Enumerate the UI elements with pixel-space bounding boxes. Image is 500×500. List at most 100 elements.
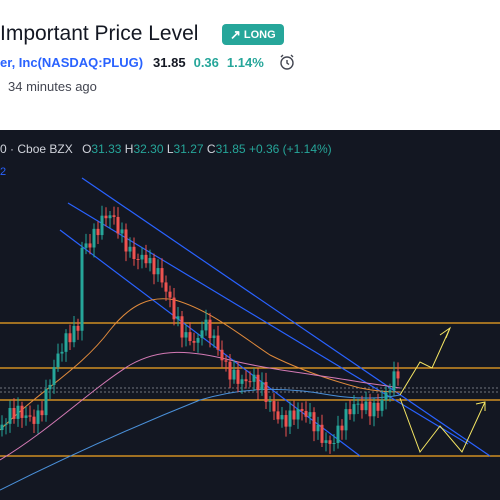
moving-average-pink bbox=[0, 351, 401, 461]
candlestick bbox=[200, 330, 204, 338]
badge-label: LONG bbox=[243, 28, 276, 41]
candlestick bbox=[68, 333, 72, 343]
candlestick bbox=[112, 215, 116, 217]
trend-channel-line bbox=[67, 202, 469, 445]
ohlc-legend: 0 · Cboe BZX O31.33 H32.30 L31.27 C31.85… bbox=[0, 142, 332, 156]
candlestick bbox=[104, 215, 108, 219]
candlestick bbox=[336, 425, 340, 443]
candlestick bbox=[228, 361, 232, 380]
price-change-percent: 1.14% bbox=[226, 54, 264, 70]
candlestick bbox=[164, 282, 168, 292]
candlestick bbox=[380, 399, 384, 411]
alarm-clock-icon[interactable] bbox=[278, 53, 296, 71]
candlestick bbox=[88, 243, 92, 248]
candlestick bbox=[132, 246, 136, 260]
candlestick bbox=[220, 349, 224, 361]
candlestick bbox=[168, 291, 172, 298]
candlestick bbox=[92, 228, 96, 248]
candlestick bbox=[268, 401, 272, 403]
ticker-open-paren: ( bbox=[37, 54, 42, 70]
candlestick bbox=[368, 401, 372, 417]
candlestick bbox=[332, 442, 336, 444]
candlestick bbox=[396, 371, 400, 379]
forecast-arrow-range bbox=[475, 401, 486, 411]
candlestick bbox=[272, 401, 276, 412]
candlestick bbox=[232, 369, 236, 380]
candlestick bbox=[144, 254, 148, 264]
candlestick bbox=[316, 424, 320, 432]
candlestick bbox=[288, 410, 292, 427]
candlestick bbox=[312, 412, 316, 432]
candlestick bbox=[240, 379, 244, 384]
price-chart[interactable]: 0 · Cboe BZX O31.33 H32.30 L31.27 C31.85… bbox=[0, 130, 500, 500]
candlestick bbox=[304, 410, 308, 417]
moving-average-blue bbox=[0, 388, 401, 491]
candlestick bbox=[152, 257, 156, 275]
chart-canvas bbox=[0, 177, 500, 491]
candlestick bbox=[192, 341, 196, 343]
candlestick bbox=[244, 379, 248, 382]
candlestick bbox=[188, 332, 192, 342]
candlestick bbox=[264, 382, 268, 402]
candlestick bbox=[292, 410, 296, 420]
legend-close: 31.85 bbox=[215, 142, 246, 156]
candlestick bbox=[352, 404, 356, 415]
candlestick bbox=[348, 409, 352, 415]
candlestick bbox=[52, 367, 56, 385]
candlestick bbox=[128, 246, 132, 252]
candlestick bbox=[216, 335, 220, 350]
long-badge[interactable]: ↗ LONG bbox=[222, 24, 284, 45]
candlestick bbox=[372, 402, 376, 417]
candlestick bbox=[32, 416, 36, 424]
symbol-row: er, Inc ( NASDAQ:PLUG ) 31.85 0.36 1.14% bbox=[0, 53, 296, 71]
candlestick bbox=[376, 402, 380, 411]
candlestick bbox=[360, 403, 364, 411]
candlestick bbox=[208, 319, 212, 339]
legend-open-label: O bbox=[82, 142, 92, 156]
candlestick bbox=[340, 425, 344, 431]
legend-symbol-tail: 0 bbox=[0, 142, 7, 156]
indicator-legend: 2 bbox=[0, 166, 7, 178]
idea-header: Important Price Level ↗ LONG er, Inc ( N… bbox=[0, 0, 500, 130]
candlestick bbox=[24, 415, 28, 418]
candlestick bbox=[204, 319, 208, 331]
legend-low: 31.27 bbox=[173, 142, 204, 156]
candlestick bbox=[12, 408, 16, 419]
candlestick bbox=[172, 297, 176, 320]
legend-open: 31.33 bbox=[91, 142, 122, 156]
legend-low-label: L bbox=[166, 142, 174, 156]
candlestick bbox=[16, 405, 20, 419]
candlestick bbox=[308, 412, 312, 417]
candlestick bbox=[180, 316, 184, 338]
candlestick bbox=[328, 440, 332, 444]
candlestick bbox=[96, 228, 100, 236]
candlestick bbox=[300, 409, 304, 411]
company-name[interactable]: er, Inc bbox=[0, 54, 38, 70]
price-change: 0.36 bbox=[193, 54, 219, 70]
candlestick bbox=[236, 369, 240, 384]
candlestick bbox=[48, 384, 52, 390]
candlestick bbox=[0, 424, 4, 430]
candlestick bbox=[100, 215, 104, 236]
candlestick bbox=[196, 337, 200, 343]
candlestick bbox=[8, 408, 12, 424]
candlestick bbox=[280, 415, 284, 420]
candlestick bbox=[296, 409, 300, 420]
candlestick bbox=[388, 390, 392, 393]
candlestick bbox=[148, 257, 152, 264]
candlestick bbox=[20, 405, 24, 418]
idea-title: Important Price Level bbox=[0, 22, 199, 45]
candlestick bbox=[64, 333, 68, 352]
candlestick bbox=[276, 411, 280, 420]
candlestick bbox=[256, 374, 260, 390]
legend-high: 32.30 bbox=[133, 142, 164, 156]
candlestick bbox=[40, 410, 44, 416]
ticker-link[interactable]: NASDAQ:PLUG bbox=[41, 54, 139, 70]
legend-change: +0.36 (+1.14%) bbox=[248, 142, 332, 156]
legend-close-label: C bbox=[206, 142, 216, 156]
candlestick bbox=[252, 374, 256, 382]
candlestick bbox=[184, 332, 188, 338]
candlestick bbox=[356, 403, 360, 405]
candlestick bbox=[160, 268, 164, 283]
legend-exchange: Cboe BZX bbox=[17, 142, 73, 156]
